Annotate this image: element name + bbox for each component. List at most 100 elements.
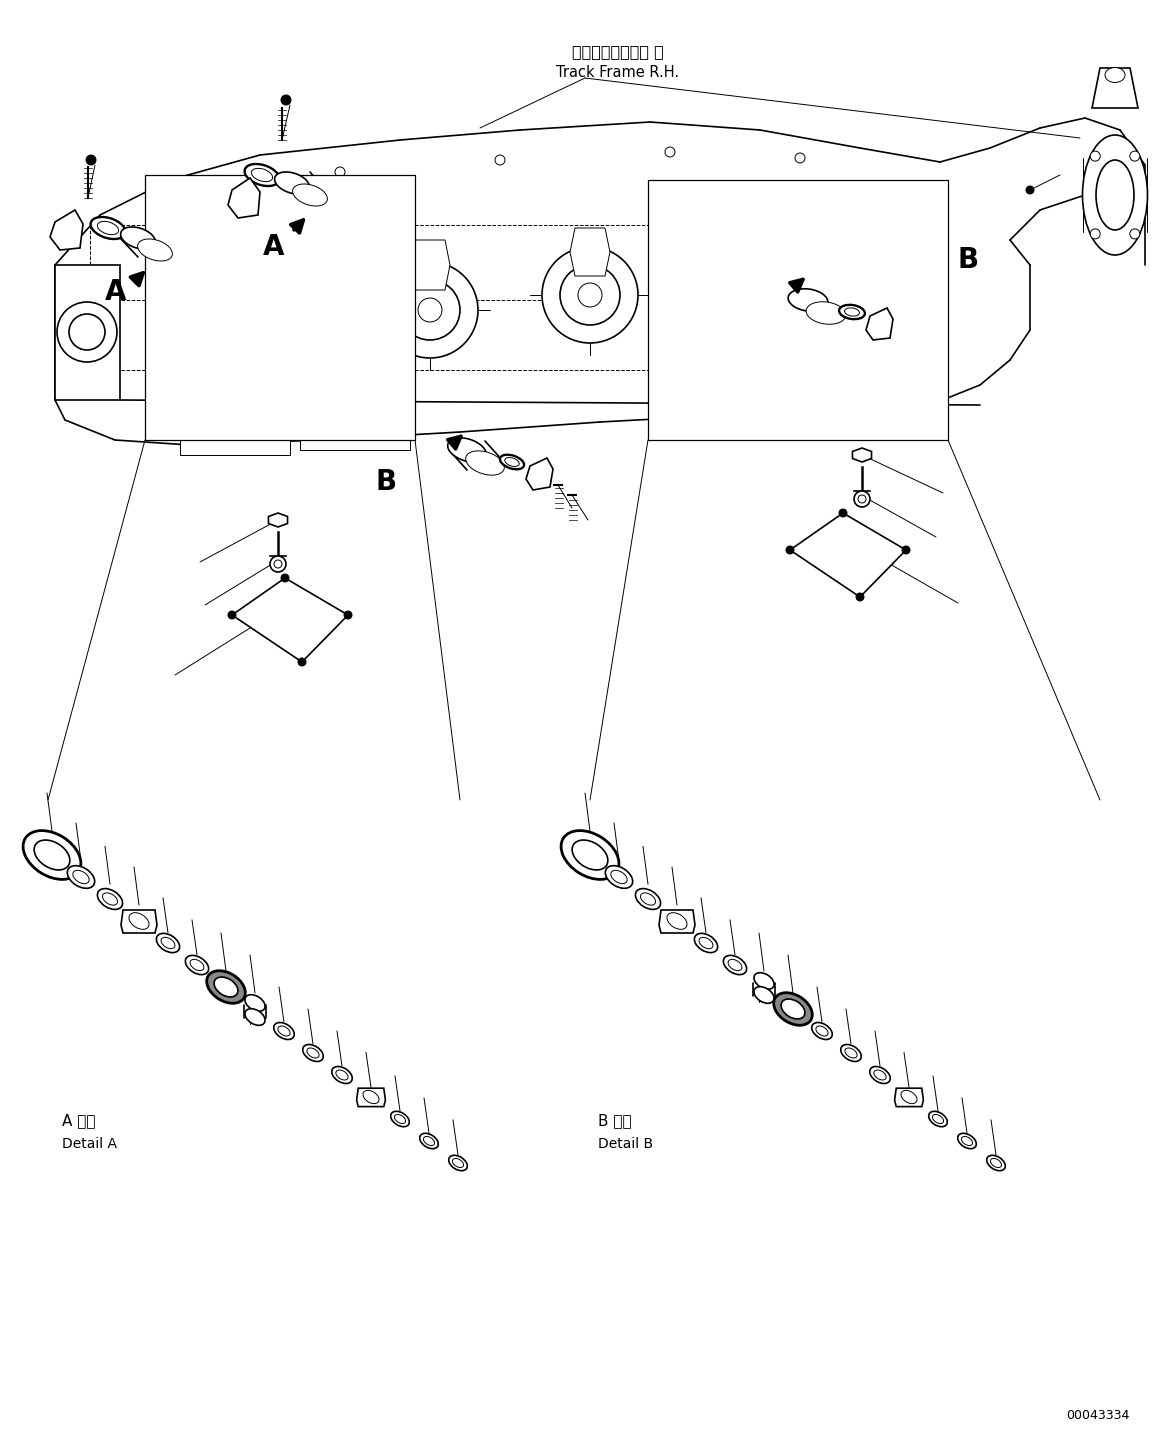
Ellipse shape	[870, 1067, 890, 1083]
Ellipse shape	[844, 308, 859, 317]
Polygon shape	[852, 448, 871, 462]
Ellipse shape	[160, 937, 174, 949]
Ellipse shape	[34, 840, 70, 870]
Ellipse shape	[245, 995, 265, 1011]
Circle shape	[69, 314, 105, 350]
Ellipse shape	[449, 1155, 468, 1171]
Circle shape	[381, 262, 478, 359]
Ellipse shape	[293, 184, 328, 206]
Polygon shape	[269, 513, 287, 527]
Ellipse shape	[561, 831, 619, 880]
Circle shape	[335, 167, 345, 177]
Ellipse shape	[754, 986, 775, 1004]
Circle shape	[400, 279, 461, 340]
Polygon shape	[526, 458, 552, 490]
Circle shape	[854, 491, 870, 507]
Ellipse shape	[901, 1090, 918, 1103]
Ellipse shape	[185, 955, 208, 975]
Ellipse shape	[245, 1008, 265, 1025]
Ellipse shape	[394, 1115, 406, 1123]
Polygon shape	[894, 1089, 923, 1106]
Circle shape	[665, 147, 675, 157]
Circle shape	[561, 265, 620, 325]
Circle shape	[270, 556, 286, 572]
Polygon shape	[570, 228, 611, 276]
Polygon shape	[55, 265, 120, 400]
Ellipse shape	[605, 865, 633, 888]
Ellipse shape	[782, 999, 805, 1020]
Ellipse shape	[137, 239, 172, 261]
Ellipse shape	[274, 171, 309, 194]
Circle shape	[228, 611, 236, 619]
Ellipse shape	[723, 955, 747, 975]
Ellipse shape	[452, 1158, 464, 1168]
Ellipse shape	[214, 976, 238, 996]
Ellipse shape	[789, 289, 828, 311]
Ellipse shape	[273, 1022, 294, 1040]
Ellipse shape	[611, 870, 627, 884]
Text: B: B	[374, 468, 397, 495]
Ellipse shape	[933, 1115, 943, 1123]
Circle shape	[274, 560, 281, 567]
Polygon shape	[231, 577, 348, 662]
Text: A 詳細: A 詳細	[62, 1113, 95, 1128]
Ellipse shape	[816, 1025, 828, 1035]
Ellipse shape	[572, 840, 608, 870]
Bar	[300, 415, 411, 449]
Text: Track Frame R.H.: Track Frame R.H.	[556, 65, 679, 79]
Polygon shape	[228, 179, 261, 217]
Ellipse shape	[635, 888, 661, 910]
Circle shape	[1090, 229, 1100, 239]
Bar	[180, 370, 290, 415]
Polygon shape	[1092, 68, 1139, 108]
Ellipse shape	[812, 1022, 833, 1040]
Circle shape	[1090, 151, 1100, 161]
Ellipse shape	[500, 455, 525, 469]
Ellipse shape	[278, 1025, 290, 1035]
Polygon shape	[411, 240, 450, 289]
Circle shape	[281, 575, 288, 582]
Text: Detail A: Detail A	[62, 1138, 117, 1151]
Text: 00043334: 00043334	[1066, 1408, 1130, 1423]
Ellipse shape	[336, 1070, 348, 1080]
Ellipse shape	[991, 1158, 1001, 1168]
Circle shape	[786, 546, 794, 554]
Ellipse shape	[986, 1155, 1005, 1171]
Text: Detail B: Detail B	[598, 1138, 654, 1151]
Circle shape	[1129, 151, 1140, 161]
Polygon shape	[659, 910, 695, 933]
Ellipse shape	[302, 1044, 323, 1061]
Ellipse shape	[666, 913, 687, 929]
Polygon shape	[50, 210, 83, 251]
Ellipse shape	[244, 164, 279, 186]
Text: B 詳細: B 詳細	[598, 1113, 632, 1128]
Ellipse shape	[391, 1112, 409, 1126]
Text: トラックフレーム 右: トラックフレーム 右	[572, 45, 664, 59]
Circle shape	[839, 508, 847, 517]
Circle shape	[418, 298, 442, 323]
Ellipse shape	[841, 1044, 862, 1061]
Bar	[300, 373, 411, 415]
Ellipse shape	[23, 831, 81, 880]
Ellipse shape	[929, 1112, 948, 1126]
Ellipse shape	[844, 1048, 857, 1058]
Polygon shape	[790, 513, 906, 598]
Ellipse shape	[423, 1136, 435, 1146]
Circle shape	[856, 593, 864, 600]
Ellipse shape	[465, 451, 505, 475]
Circle shape	[1129, 229, 1140, 239]
Ellipse shape	[773, 992, 812, 1025]
Ellipse shape	[806, 302, 846, 324]
Ellipse shape	[251, 168, 272, 181]
Circle shape	[902, 546, 909, 554]
Ellipse shape	[307, 1048, 319, 1058]
Ellipse shape	[728, 959, 742, 971]
Polygon shape	[357, 1089, 385, 1106]
Text: A: A	[263, 233, 285, 261]
Ellipse shape	[121, 228, 156, 249]
Circle shape	[86, 156, 97, 166]
Ellipse shape	[1105, 68, 1125, 82]
Ellipse shape	[1083, 135, 1148, 255]
Circle shape	[578, 284, 602, 307]
Ellipse shape	[505, 458, 519, 467]
